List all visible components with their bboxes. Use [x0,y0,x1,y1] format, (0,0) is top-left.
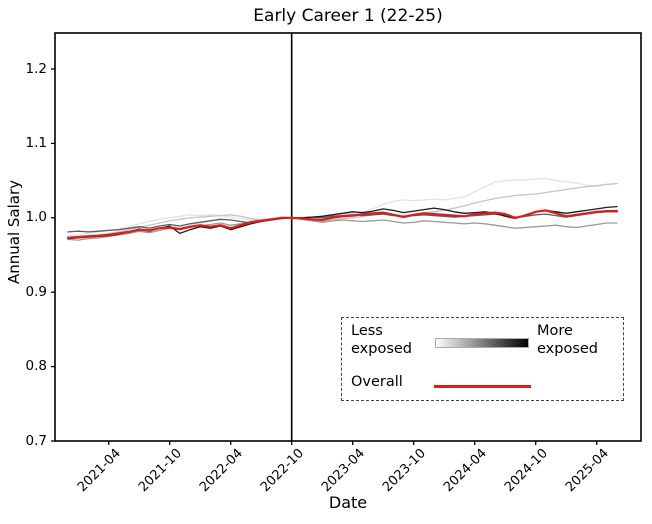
series-line-exposure-q3 [67,217,618,241]
y-tick-label: 1.2 [25,60,47,77]
series-line-overall [66,209,619,239]
legend-less-exposed-label: Less exposed [351,323,413,357]
y-tick-label: 0.8 [25,358,47,375]
legend-overall-label: Overall [351,374,403,390]
plot-frame [54,32,642,442]
y-axis-label: Annual Salary [5,179,23,285]
exposure-gradient-swatch [435,338,529,348]
y-tick-label: 0.9 [25,283,47,300]
y-tick-label: 0.7 [25,432,47,449]
legend-more-exposed-label: More exposed [537,323,599,357]
legend-box: Less exposed More exposed Overall [341,317,624,401]
y-tick-label: 1.0 [25,209,47,226]
y-tick-label: 1.1 [25,134,47,151]
series-line-exposure-q1-least-exposed [67,177,618,237]
chart-title: Early Career 1 (22-25) [253,6,443,26]
series-line-exposure-q2 [67,182,618,238]
x-axis-label: Date [328,493,368,512]
legend-overall-line-swatch [434,385,531,388]
